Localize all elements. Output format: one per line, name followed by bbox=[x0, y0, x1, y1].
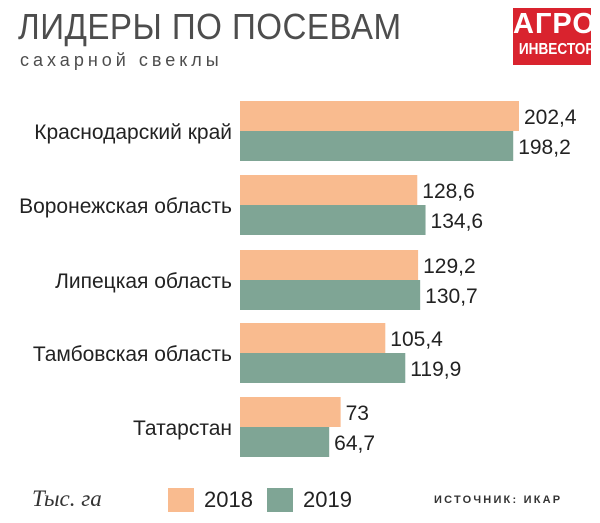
chart-title: ЛИДЕРЫ ПО ПОСЕВАМ bbox=[18, 6, 402, 47]
value-label-2019-4: 64,7 bbox=[334, 432, 375, 455]
bar-2018-1 bbox=[240, 175, 418, 205]
value-label-2019-0: 198,2 bbox=[518, 136, 571, 159]
legend-swatch-2018 bbox=[168, 488, 194, 512]
category-label-2: Липецкая область bbox=[55, 270, 232, 293]
agroinvestor-logo: АГРО ИНВЕСТОР bbox=[513, 8, 596, 65]
bar-2019-4 bbox=[240, 427, 330, 457]
legend-swatch-2019 bbox=[267, 488, 293, 512]
category-label-4: Татарстан bbox=[133, 417, 232, 440]
category-label-0: Краснодарский край bbox=[34, 121, 232, 144]
value-label-2019-2: 130,7 bbox=[425, 285, 478, 308]
bar-2018-0 bbox=[240, 101, 519, 131]
value-label-2018-4: 73 bbox=[346, 402, 369, 425]
source-note: ИСТОЧНИК: ИКАР bbox=[434, 494, 563, 506]
logo-text-agro: АГРО bbox=[513, 8, 596, 40]
bar-chart: Краснодарский край 202,4 198,2 Воронежская … bbox=[19, 101, 577, 457]
bar-2019-3 bbox=[240, 353, 406, 383]
value-label-2018-3: 105,4 bbox=[390, 328, 443, 351]
legend-label-2019: 2019 bbox=[303, 487, 352, 512]
legend-label-2018: 2018 bbox=[204, 487, 253, 512]
unit-label: Тыс. га bbox=[32, 486, 102, 511]
category-label-1: Воронежская область bbox=[19, 195, 232, 218]
value-label-2018-0: 202,4 bbox=[524, 106, 577, 129]
chart-legend: Тыс. га 2018 2019 ИСТОЧНИК: ИКАР bbox=[0, 478, 600, 518]
bar-2018-3 bbox=[240, 323, 386, 353]
value-label-2018-1: 128,6 bbox=[422, 180, 475, 203]
bar-2019-0 bbox=[240, 131, 514, 161]
bar-2019-1 bbox=[240, 205, 426, 235]
value-label-2019-1: 134,6 bbox=[431, 210, 484, 233]
bar-2018-4 bbox=[240, 397, 341, 427]
bar-2019-2 bbox=[240, 280, 421, 310]
chart-subtitle: сахарной свеклы bbox=[20, 50, 223, 70]
logo-text-investor: ИНВЕСТОР bbox=[518, 41, 595, 58]
category-label-3: Тамбовская область bbox=[33, 343, 232, 366]
bar-2018-2 bbox=[240, 250, 419, 280]
value-label-2019-3: 119,9 bbox=[410, 358, 461, 381]
value-label-2018-2: 129,2 bbox=[423, 255, 476, 278]
